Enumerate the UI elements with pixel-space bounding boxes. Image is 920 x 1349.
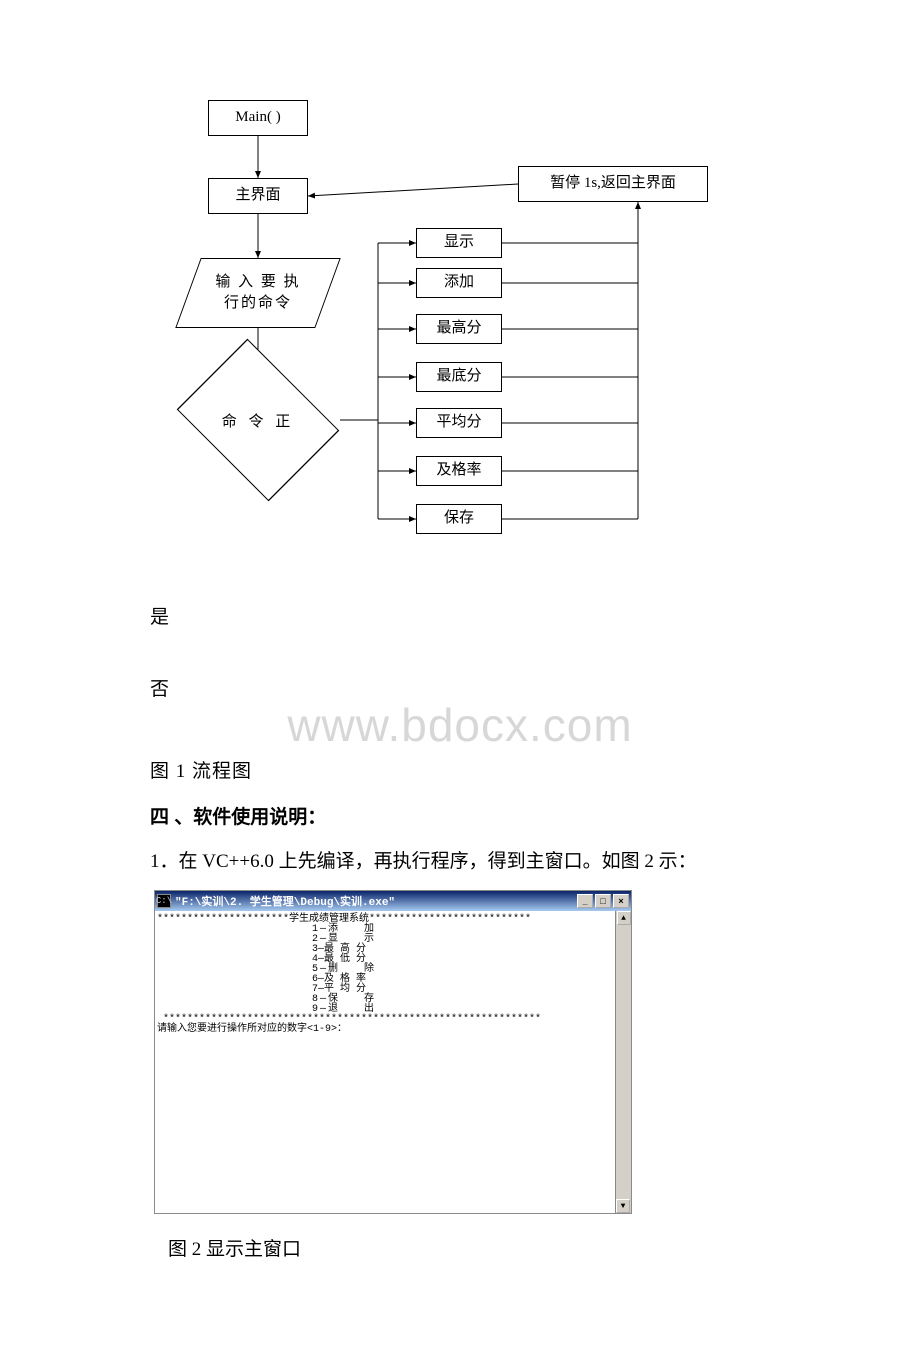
node-ui: 主界面 <box>208 178 308 214</box>
console-titlebar: C:\ "F:\实训\2. 学生管理\Debug\实训.exe" _ □ × <box>155 891 631 911</box>
node-pause-label: 暂停 1s,返回主界面 <box>550 174 676 194</box>
node-main-label: Main( ) <box>235 108 280 128</box>
node-ui-label: 主界面 <box>235 186 280 206</box>
node-avg: 平均分 <box>416 408 502 438</box>
node-pass-label: 及格率 <box>436 461 481 481</box>
node-avg-label: 平均分 <box>436 413 481 433</box>
node-save: 保存 <box>416 504 502 534</box>
caption-fig1: 图 1 流程图 <box>150 754 920 790</box>
node-decide: 命 令 正 <box>176 370 340 470</box>
step-1: 1．在 VC++6.0 上先编译，再执行程序，得到主窗口。如图 2 示： <box>150 844 920 880</box>
console-title: "F:\实训\2. 学生管理\Debug\实训.exe" <box>175 893 575 909</box>
caption-fig2: 图 2 显示主窗口 <box>168 1239 301 1260</box>
scroll-up-button[interactable]: ▲ <box>617 911 631 925</box>
section-4-title: 四 、软件使用说明： <box>150 800 920 836</box>
console-content: **********************学生成绩管理系统**********… <box>155 911 615 1213</box>
node-add-label: 添加 <box>444 273 474 293</box>
close-button[interactable]: × <box>613 894 629 908</box>
flowchart: Main( ) 主界面 暂停 1s,返回主界面 输 入 要 执 行的命令 命 令… <box>168 100 728 560</box>
node-pause: 暂停 1s,返回主界面 <box>518 166 708 202</box>
maximize-button[interactable]: □ <box>595 894 611 908</box>
node-min: 最底分 <box>416 362 502 392</box>
node-min-label: 最底分 <box>436 367 481 387</box>
scroll-down-button[interactable]: ▼ <box>616 1199 630 1213</box>
node-show-label: 显示 <box>444 233 474 253</box>
console-icon: C:\ <box>157 894 171 908</box>
node-input-label: 输 入 要 执 行的命令 <box>215 272 300 314</box>
console-window: C:\ "F:\实训\2. 学生管理\Debug\实训.exe" _ □ × *… <box>154 890 632 1214</box>
node-input: 输 入 要 执 行的命令 <box>188 258 328 328</box>
node-max-label: 最高分 <box>436 319 481 339</box>
label-yes: 是 <box>150 600 920 636</box>
node-add: 添加 <box>416 268 502 298</box>
node-max: 最高分 <box>416 314 502 344</box>
node-save-label: 保存 <box>444 509 474 529</box>
console-scrollbar[interactable]: ▲ ▼ <box>615 911 631 1213</box>
console-prompt: 请输入您要进行操作所对应的数字<1-9>： <box>157 1024 347 1035</box>
node-decide-label: 命 令 正 <box>222 410 295 431</box>
node-show: 显示 <box>416 228 502 258</box>
minimize-button[interactable]: _ <box>577 894 593 908</box>
node-pass: 及格率 <box>416 456 502 486</box>
label-no: 否 <box>150 672 920 708</box>
node-main: Main( ) <box>208 100 308 136</box>
